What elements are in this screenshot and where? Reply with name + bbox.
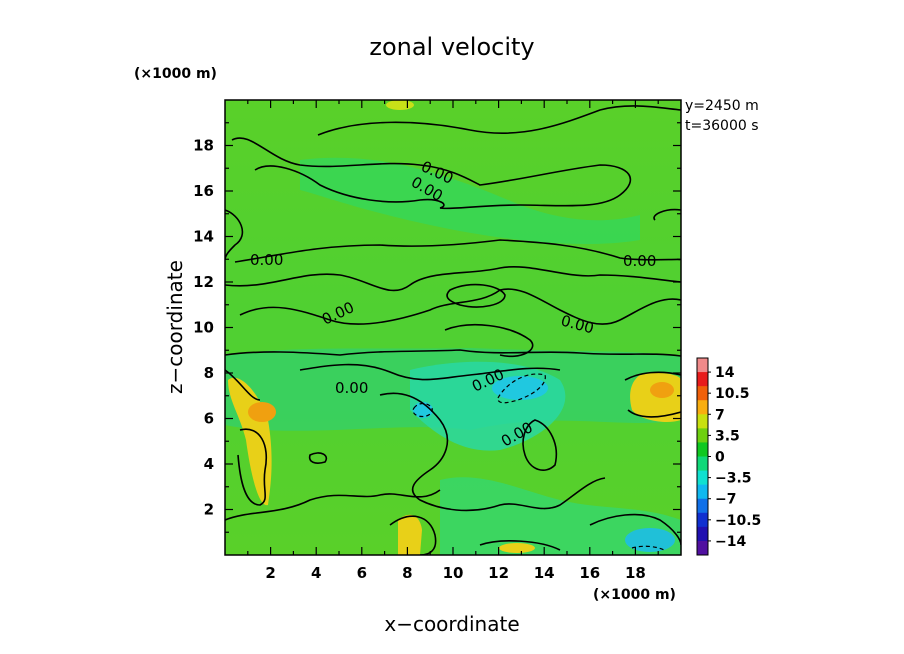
contour-line (653, 208, 681, 221)
contour-line (379, 392, 606, 512)
chart-title: zonal velocity (369, 33, 534, 61)
y-tick-label: 10 (193, 319, 214, 337)
colorbar-swatch (697, 512, 708, 528)
colorbar-label: 3.5 (715, 428, 740, 444)
contour-line (225, 209, 244, 261)
contour-line (237, 428, 267, 506)
colorbar-label: 14 (715, 365, 735, 381)
colorbar-swatch (697, 540, 708, 556)
x-tick-label: 16 (579, 564, 600, 582)
colorbar-label: 0 (715, 450, 725, 466)
x-tick-label: 4 (311, 564, 321, 582)
contour-line (446, 283, 506, 308)
contour-line-dashed (631, 545, 665, 551)
zero-contours (225, 105, 681, 555)
contour-label: 0.00 (250, 251, 283, 269)
x-axis-title: x−coordinate (384, 612, 519, 636)
contour-line (254, 165, 445, 209)
colorbar-swatch (697, 456, 708, 472)
x-axis-ticks: 2 4 6 8 10 12 14 16 18 (247, 100, 659, 582)
x-tick-label: 18 (625, 564, 646, 582)
field-region-cyan-corner (625, 528, 675, 552)
y-tick-label: 2 (204, 501, 214, 519)
field-region-upper (300, 157, 640, 245)
contour-label: 0.00 (623, 252, 656, 270)
x-tick-label: 12 (488, 564, 509, 582)
contour-line (225, 349, 681, 357)
colorbar-swatch (697, 358, 708, 373)
annotation-y: y=2450 m (685, 98, 759, 114)
colorbar-label: −10.5 (715, 513, 761, 529)
x-unit-label: (×1000 m) (593, 587, 676, 603)
colorbar-label: 10.5 (715, 386, 750, 402)
colorbar-swatch (697, 498, 708, 514)
field-region-cyan-core (492, 376, 548, 400)
y-tick-label: 8 (204, 364, 214, 382)
contour-line (299, 363, 561, 381)
colorbar: 14 10.5 7 3.5 0 −3.5 −7 −10.5 −14 (696, 357, 761, 556)
field-region-orange-right (650, 382, 674, 398)
y-tick-label: 4 (204, 455, 214, 473)
field-region-cyan-small (413, 402, 433, 418)
colorbar-label: −3.5 (715, 471, 752, 487)
colorbar-swatch (697, 526, 708, 542)
contour-line (627, 409, 681, 418)
colorbar-swatch (697, 428, 708, 443)
velocity-field: 0.00 0.00 0.00 0.00 0.00 0.00 0.00 0.00 … (225, 100, 681, 555)
colorbar-swatch (697, 372, 708, 387)
contour-line (389, 515, 437, 555)
colorbar-label: 7 (715, 407, 725, 423)
y-tick-label: 18 (193, 137, 214, 155)
colorbar-swatch (697, 484, 708, 500)
contour-line (231, 137, 632, 210)
annotation-t: t=36000 s (685, 118, 759, 134)
y-tick-label: 12 (193, 273, 214, 291)
negative-contours (412, 373, 665, 551)
contour-label: 0.00 (335, 379, 368, 397)
contour-line-dashed (497, 373, 546, 404)
contour-line (317, 105, 681, 136)
field-region-yellow-bottom-2 (499, 543, 535, 553)
y-axis-title: z−coordinate (163, 260, 187, 394)
colorbar-label: −14 (715, 534, 746, 550)
x-tick-label: 14 (534, 564, 555, 582)
contour-line (234, 239, 681, 263)
x-tick-label: 10 (443, 564, 464, 582)
y-unit-label: (×1000 m) (134, 66, 217, 82)
colorbar-swatch (697, 470, 708, 486)
x-tick-label: 8 (402, 564, 412, 582)
colorbar-swatch (697, 414, 708, 429)
y-axis-ticks: 2 4 6 8 10 12 14 16 18 (193, 122, 681, 533)
field-region-lower (440, 477, 681, 555)
contour-line (225, 489, 441, 521)
colorbar-swatch (697, 400, 708, 415)
colorbar-swatch (697, 442, 708, 457)
colorbar-swatch (697, 386, 708, 401)
field-region-orange-left (248, 402, 276, 422)
colorbar-label: −7 (715, 492, 736, 508)
y-tick-label: 16 (193, 182, 214, 200)
x-tick-label: 2 (265, 564, 275, 582)
contour-line-dashed (412, 402, 433, 418)
field-region-yellow-bottom (398, 514, 422, 555)
field-region-yellowgreen-top (386, 100, 414, 110)
contour-line (522, 419, 557, 471)
contour-line (444, 324, 534, 358)
y-tick-label: 6 (204, 410, 214, 428)
contour-line (589, 513, 681, 546)
contour-line (225, 266, 681, 292)
x-tick-label: 6 (357, 564, 367, 582)
contour-line (308, 452, 328, 464)
y-tick-label: 14 (193, 228, 214, 246)
contour-line (479, 540, 561, 551)
contour-line (239, 288, 681, 325)
contour-line (624, 371, 681, 381)
